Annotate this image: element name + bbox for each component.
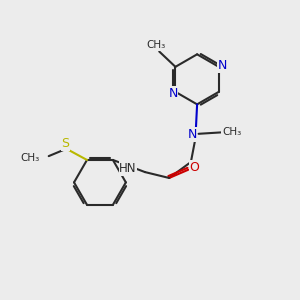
Text: CH₃: CH₃ <box>222 127 241 137</box>
Text: HN: HN <box>119 162 137 175</box>
Text: O: O <box>189 161 199 174</box>
Text: S: S <box>61 137 69 150</box>
Text: CH₃: CH₃ <box>146 40 165 50</box>
Text: CH₃: CH₃ <box>21 154 40 164</box>
Text: N: N <box>168 86 178 100</box>
Text: N: N <box>188 128 197 141</box>
Text: N: N <box>218 59 227 72</box>
